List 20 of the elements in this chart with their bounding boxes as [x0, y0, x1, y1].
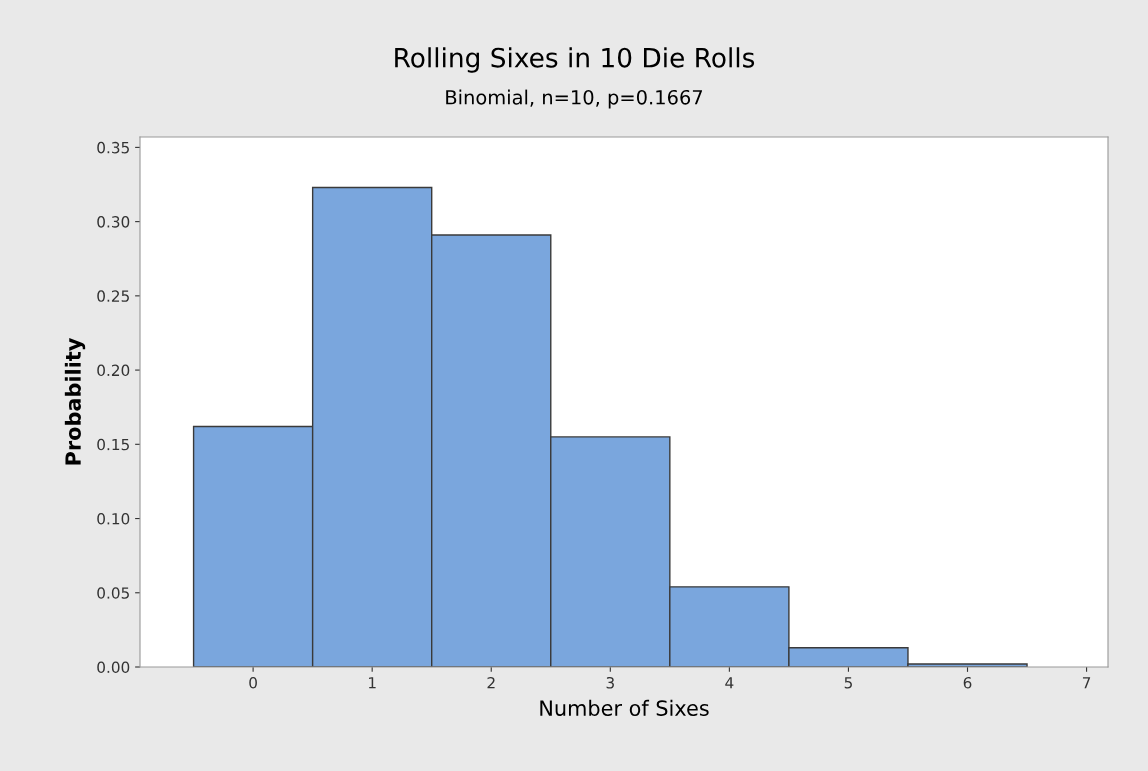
x-tick-label: 5 — [844, 677, 852, 689]
y-tick-label: 0.25 — [97, 290, 129, 302]
x-tick-label: 3 — [606, 676, 614, 689]
y-tick-label: 0.35 — [97, 141, 129, 154]
y-tick-label: 0.15 — [97, 438, 129, 451]
y-axis-title: Probability — [64, 338, 86, 465]
y-tick-label: 0.05 — [97, 587, 129, 599]
x-tick-label: 1 — [369, 677, 376, 689]
chart-title: Rolling Sixes in 10 Die Rolls — [395, 47, 755, 73]
x-tick-label: 6 — [963, 676, 972, 689]
y-tick-label: 0.00 — [97, 661, 130, 674]
x-tick-label: 7 — [1082, 677, 1091, 689]
x-tick-label: 2 — [487, 676, 495, 689]
chart-subtitle: Binomial, n=10, p=0.1667 — [446, 89, 703, 109]
y-tick-label: 0.10 — [97, 513, 130, 525]
y-tick-label: 0.20 — [97, 364, 130, 377]
x-tick-label: 0 — [249, 676, 257, 689]
x-tick-label: 4 — [725, 677, 734, 689]
x-axis-title: Number of Sixes — [540, 699, 709, 716]
y-tick-label: 0.30 — [97, 216, 130, 228]
